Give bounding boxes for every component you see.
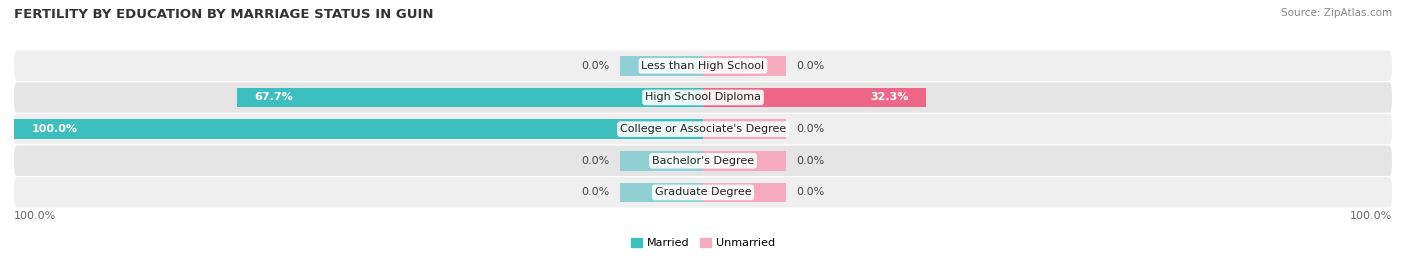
FancyBboxPatch shape bbox=[14, 114, 1392, 144]
Bar bbox=[703, 88, 925, 107]
Text: College or Associate's Degree: College or Associate's Degree bbox=[620, 124, 786, 134]
FancyBboxPatch shape bbox=[14, 51, 1392, 81]
Bar bbox=[620, 56, 703, 76]
Bar bbox=[620, 183, 703, 202]
Text: High School Diploma: High School Diploma bbox=[645, 93, 761, 102]
Bar bbox=[14, 119, 703, 139]
Bar bbox=[703, 183, 786, 202]
FancyBboxPatch shape bbox=[14, 82, 1392, 113]
Text: Graduate Degree: Graduate Degree bbox=[655, 187, 751, 197]
Text: Bachelor's Degree: Bachelor's Degree bbox=[652, 156, 754, 166]
Bar bbox=[703, 56, 786, 76]
Legend: Married, Unmarried: Married, Unmarried bbox=[627, 233, 779, 253]
Text: 67.7%: 67.7% bbox=[254, 93, 292, 102]
Bar bbox=[703, 151, 786, 171]
Text: 100.0%: 100.0% bbox=[1350, 211, 1392, 221]
Text: 0.0%: 0.0% bbox=[582, 61, 610, 71]
Text: Source: ZipAtlas.com: Source: ZipAtlas.com bbox=[1281, 8, 1392, 18]
Text: 0.0%: 0.0% bbox=[582, 156, 610, 166]
Text: 0.0%: 0.0% bbox=[796, 61, 824, 71]
Text: 0.0%: 0.0% bbox=[796, 187, 824, 197]
Text: 100.0%: 100.0% bbox=[14, 211, 56, 221]
Bar bbox=[703, 119, 786, 139]
Bar bbox=[620, 151, 703, 171]
Text: 32.3%: 32.3% bbox=[870, 93, 908, 102]
Bar bbox=[236, 88, 703, 107]
FancyBboxPatch shape bbox=[14, 177, 1392, 208]
FancyBboxPatch shape bbox=[14, 146, 1392, 176]
Text: FERTILITY BY EDUCATION BY MARRIAGE STATUS IN GUIN: FERTILITY BY EDUCATION BY MARRIAGE STATU… bbox=[14, 8, 433, 21]
Text: 0.0%: 0.0% bbox=[582, 187, 610, 197]
Text: 100.0%: 100.0% bbox=[31, 124, 77, 134]
Text: Less than High School: Less than High School bbox=[641, 61, 765, 71]
Text: 0.0%: 0.0% bbox=[796, 156, 824, 166]
Text: 0.0%: 0.0% bbox=[796, 124, 824, 134]
